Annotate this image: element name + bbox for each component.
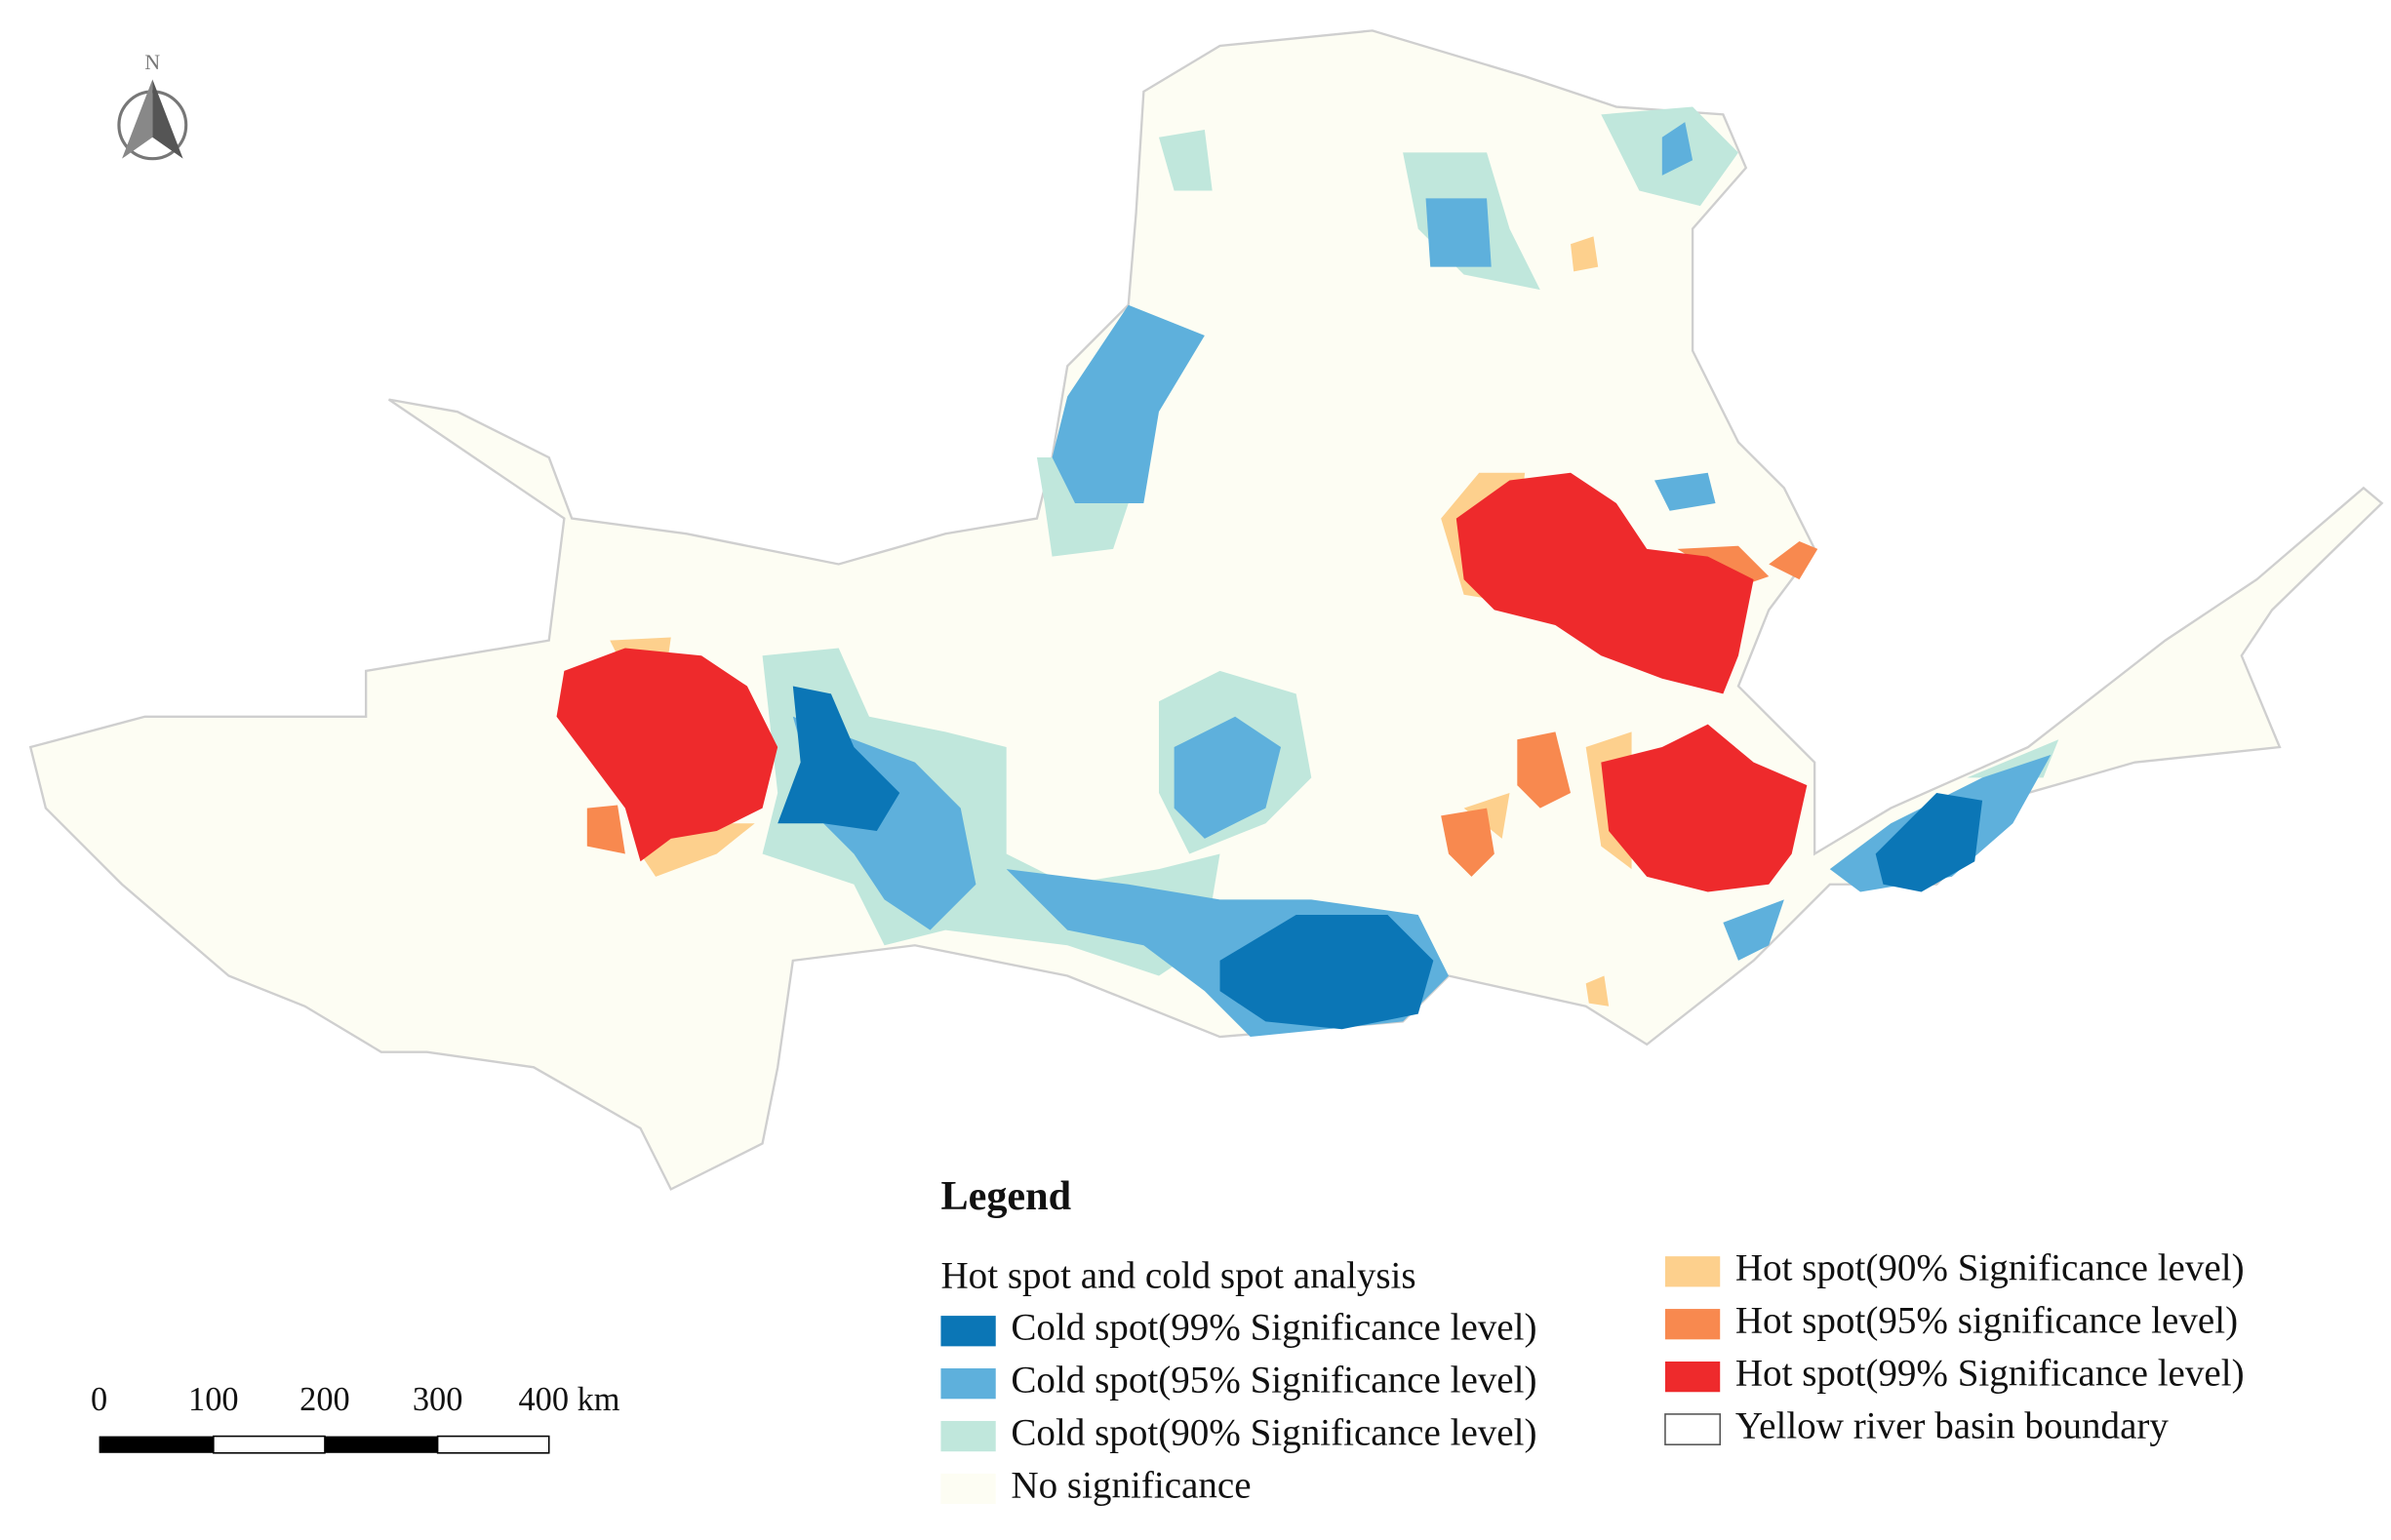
region (1174, 716, 1282, 839)
region (777, 686, 900, 832)
hot-spot-99-regions (556, 472, 1808, 892)
scale-label: 100 (188, 1381, 239, 1418)
region (586, 805, 625, 854)
scale-label: 200 (299, 1381, 350, 1418)
region (1455, 472, 1754, 694)
legend-swatch (1664, 1256, 1721, 1287)
legend-label: Cold spot(99% Significance level) (1011, 1307, 1536, 1349)
legend: Legend Hot spot and cold spot analysis C… (940, 1173, 2245, 1506)
basin-boundary (28, 29, 2384, 1191)
region (1723, 899, 1784, 961)
region (1571, 236, 1599, 272)
scale-segment (324, 1436, 438, 1453)
north-label: N (144, 51, 160, 74)
region (1654, 472, 1716, 511)
scale-label: 400 km (518, 1381, 619, 1418)
legend-label: Hot spot(90% Significance level) (1735, 1247, 2245, 1289)
scale-bar: 0 100 200 300 400 km (91, 1381, 620, 1454)
scale-segment (213, 1435, 326, 1454)
legend-title: Legend (940, 1173, 1071, 1219)
legend-swatch (940, 1473, 996, 1505)
legend-swatch (1664, 1361, 1721, 1393)
region (1517, 731, 1572, 809)
cold-spot-99-regions (777, 686, 1983, 1030)
region (1601, 724, 1808, 892)
region (1425, 198, 1492, 267)
legend-swatch (1664, 1309, 1721, 1340)
legend-swatch (940, 1420, 996, 1452)
legend-swatch (940, 1316, 996, 1347)
scale-label: 0 (91, 1381, 107, 1418)
hot-spot-95-regions (586, 541, 1818, 877)
region (1661, 122, 1694, 176)
region (1875, 792, 1983, 892)
north-arrow: N (117, 51, 188, 161)
region (1219, 914, 1434, 1030)
legend-label: Cold spot(95% Significance level) (1011, 1360, 1536, 1402)
legend-label: Hot spot(95% significance level) (1735, 1300, 2238, 1342)
legend-swatch (940, 1368, 996, 1400)
region (1158, 129, 1213, 191)
legend-subtitle: Hot spot and cold spot analysis (940, 1255, 1415, 1297)
legend-label: Hot spot(99% Significance level) (1735, 1353, 2245, 1395)
legend-label: No significance (1011, 1464, 1251, 1506)
legend-label: Cold spot(90% Significance level) (1011, 1412, 1536, 1454)
north-arrow-left (122, 79, 153, 159)
north-arrow-right (152, 79, 183, 159)
region (1585, 975, 1610, 1007)
scale-segment (436, 1435, 550, 1454)
region (1769, 541, 1818, 580)
legend-label: Yellow river basin boundary (1735, 1405, 2170, 1447)
scale-label: 300 (413, 1381, 463, 1418)
region (1441, 808, 1494, 877)
scale-segment (99, 1436, 214, 1453)
region (556, 648, 778, 862)
region (1052, 304, 1205, 503)
legend-swatch (1664, 1413, 1722, 1445)
